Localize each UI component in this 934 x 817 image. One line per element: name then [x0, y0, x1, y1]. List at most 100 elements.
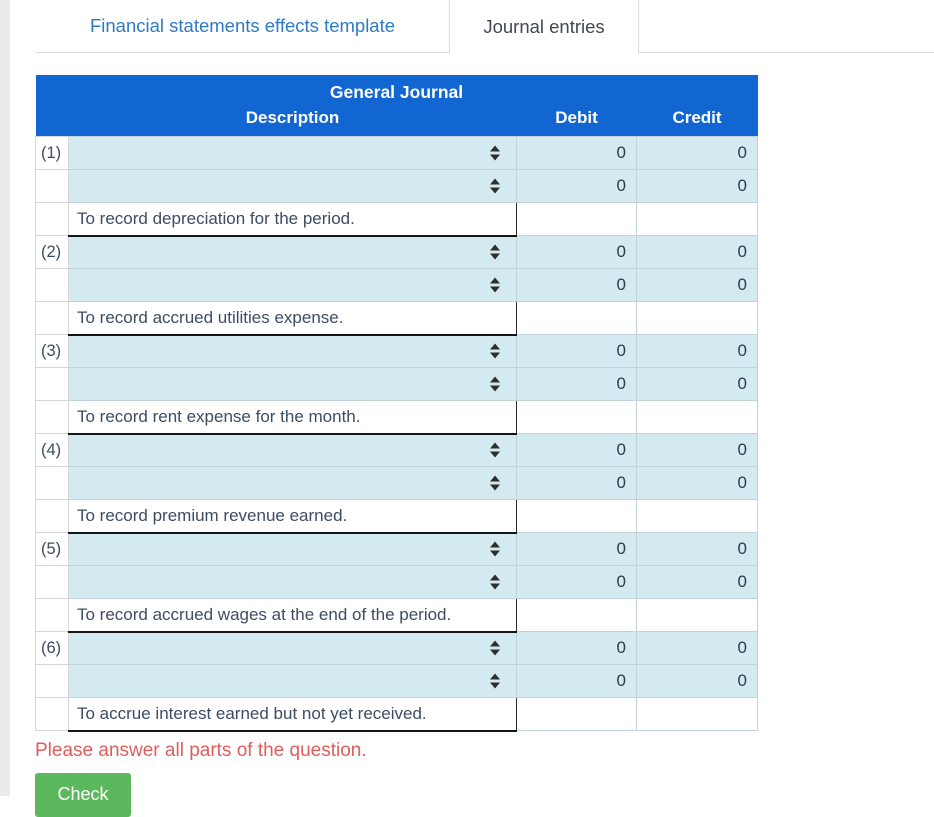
debit-empty-cell — [516, 499, 637, 533]
debit-empty-cell — [516, 202, 637, 236]
debit-amount-cell[interactable]: 0 — [516, 433, 637, 467]
up-triangle-icon — [490, 178, 500, 185]
up-triangle-icon — [490, 145, 500, 152]
down-triangle-icon — [490, 385, 500, 392]
account-select-cell[interactable] — [68, 334, 517, 368]
entry-number-cell: (1) — [35, 136, 69, 170]
memo-row: To record accrued utilities expense. — [35, 301, 758, 336]
debit-amount-cell[interactable]: 0 — [516, 631, 637, 665]
description-column-header: Description — [68, 105, 517, 137]
debit-amount-cell[interactable]: 0 — [516, 334, 637, 368]
memo-row: To accrue interest earned but not yet re… — [35, 697, 758, 732]
debit-column-header: Debit — [516, 105, 637, 137]
account-select-cell[interactable] — [68, 169, 517, 203]
up-triangle-icon — [490, 541, 500, 548]
debit-amount-cell[interactable]: 0 — [516, 136, 637, 170]
debit-amount-cell[interactable]: 0 — [516, 664, 637, 698]
up-triangle-icon — [490, 475, 500, 482]
account-select-cell[interactable] — [68, 136, 517, 170]
account-select-cell[interactable] — [68, 367, 517, 401]
tab-bar: Financial statements effects template Jo… — [0, 0, 934, 53]
credit-amount-cell[interactable]: 0 — [636, 532, 758, 566]
journal-line-row: (4) 0 0 — [35, 433, 758, 467]
journal-table-header: General Journal Description Debit Credit — [35, 75, 758, 137]
memo-cell: To accrue interest earned but not yet re… — [68, 697, 517, 732]
account-select-cell[interactable] — [68, 664, 517, 698]
journal-line-row: (6) 0 0 — [35, 631, 758, 665]
tab-journal-entries[interactable]: Journal entries — [450, 0, 639, 53]
up-triangle-icon — [490, 574, 500, 581]
credit-amount-cell[interactable]: 0 — [636, 433, 758, 467]
account-select-cell[interactable] — [68, 532, 517, 566]
credit-amount-cell[interactable]: 0 — [636, 169, 758, 203]
debit-amount-cell[interactable]: 0 — [516, 565, 637, 599]
credit-amount-cell[interactable]: 0 — [636, 565, 758, 599]
down-triangle-icon — [490, 583, 500, 590]
account-select-cell[interactable] — [68, 433, 517, 467]
down-triangle-icon — [490, 550, 500, 557]
dropdown-arrows-icon — [490, 475, 500, 491]
debit-amount-cell[interactable]: 0 — [516, 466, 637, 500]
credit-amount-cell[interactable]: 0 — [636, 268, 758, 302]
entry-number-cell — [35, 367, 69, 401]
credit-empty-cell — [636, 202, 758, 236]
debit-empty-cell — [516, 697, 637, 731]
up-triangle-icon — [490, 640, 500, 647]
entry-number-cell — [35, 565, 69, 599]
account-select-cell[interactable] — [68, 268, 517, 302]
entry-number-cell — [35, 499, 69, 533]
debit-amount-cell[interactable]: 0 — [516, 268, 637, 302]
credit-column-header: Credit — [636, 105, 758, 137]
entry-number-cell — [35, 598, 69, 632]
memo-row: To record premium revenue earned. — [35, 499, 758, 534]
down-triangle-icon — [490, 649, 500, 656]
journal-line-row: (1) 0 0 — [35, 136, 758, 170]
credit-amount-cell[interactable]: 0 — [636, 367, 758, 401]
account-select-cell[interactable] — [68, 466, 517, 500]
debit-amount-cell[interactable]: 0 — [516, 532, 637, 566]
credit-amount-cell[interactable]: 0 — [636, 466, 758, 500]
account-select-cell[interactable] — [68, 631, 517, 665]
up-triangle-icon — [490, 244, 500, 251]
dropdown-arrows-icon — [490, 442, 500, 458]
dropdown-arrows-icon — [490, 673, 500, 689]
dropdown-arrows-icon — [490, 343, 500, 359]
credit-amount-cell[interactable]: 0 — [636, 235, 758, 269]
dropdown-arrows-icon — [490, 244, 500, 260]
tab-label: Journal entries — [483, 15, 605, 37]
down-triangle-icon — [490, 682, 500, 689]
page-left-gutter — [0, 0, 10, 796]
debit-amount-cell[interactable]: 0 — [516, 367, 637, 401]
credit-amount-cell[interactable]: 0 — [636, 136, 758, 170]
entry-number-cell: (2) — [35, 235, 69, 269]
memo-row: To record rent expense for the month. — [35, 400, 758, 435]
journal-table-body: (1) 0 0 0 0 To record depreciation for the pe… — [35, 136, 758, 732]
down-triangle-icon — [490, 352, 500, 359]
validation-message: Please answer all parts of the question. — [35, 739, 367, 761]
journal-line-row: (2) 0 0 — [35, 235, 758, 269]
credit-amount-cell[interactable]: 0 — [636, 664, 758, 698]
dropdown-arrows-icon — [490, 376, 500, 392]
entry-number-cell: (3) — [35, 334, 69, 368]
credit-amount-cell[interactable]: 0 — [636, 334, 758, 368]
account-select-cell[interactable] — [68, 235, 517, 269]
journal-entries-panel: General Journal Description Debit Credit… — [0, 75, 934, 817]
debit-amount-cell[interactable]: 0 — [516, 235, 637, 269]
account-select-cell[interactable] — [68, 565, 517, 599]
up-triangle-icon — [490, 376, 500, 383]
debit-empty-cell — [516, 598, 637, 632]
entry-number-cell — [35, 169, 69, 203]
entry-number-cell — [35, 664, 69, 698]
down-triangle-icon — [490, 484, 500, 491]
dropdown-arrows-icon — [490, 640, 500, 656]
check-button[interactable]: Check — [35, 772, 131, 817]
tab-financial-statements-effects-template[interactable]: Financial statements effects template — [36, 0, 450, 53]
number-column-header — [35, 105, 69, 137]
entry-number-cell — [35, 697, 69, 731]
down-triangle-icon — [490, 451, 500, 458]
credit-empty-cell — [636, 499, 758, 533]
tab-bar-filler — [639, 0, 934, 53]
credit-amount-cell[interactable]: 0 — [636, 631, 758, 665]
debit-amount-cell[interactable]: 0 — [516, 169, 637, 203]
